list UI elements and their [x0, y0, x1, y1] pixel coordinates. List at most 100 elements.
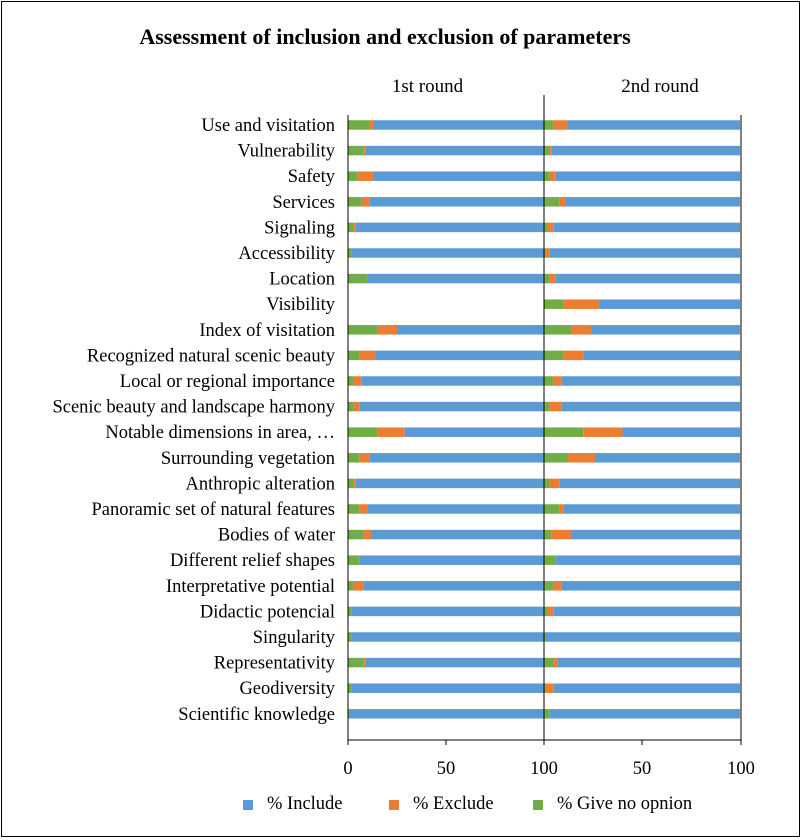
bar-segment	[365, 145, 544, 156]
bar-segment	[353, 222, 356, 233]
bar-segment	[373, 120, 544, 130]
bar-segment	[549, 248, 740, 258]
category-label: Singularity	[253, 628, 336, 648]
bar-segment	[363, 145, 366, 156]
bar-segment	[545, 683, 554, 693]
bar-segment	[377, 325, 397, 335]
bar-segment	[561, 376, 740, 386]
bar-segment	[553, 222, 740, 233]
category-label: Recognized natural scenic beauty	[87, 346, 336, 366]
category-label: Services	[272, 193, 335, 213]
bar-segment	[553, 376, 562, 386]
bar-segment	[369, 197, 544, 207]
bar-segment	[555, 171, 740, 181]
bar-segment	[553, 606, 740, 617]
category-label: Visibility	[266, 295, 336, 315]
bar-segment	[348, 248, 352, 258]
bar-segment	[583, 350, 740, 361]
bar-segment	[348, 376, 354, 386]
category-label: Scientific knowledge	[178, 705, 335, 725]
bar-segment	[367, 504, 544, 514]
bar-segment	[348, 581, 354, 591]
bar-segment	[363, 581, 544, 591]
bar-segment	[544, 350, 564, 361]
bar-segment	[598, 299, 740, 309]
bar-segment	[351, 632, 544, 642]
bar-segment	[549, 273, 556, 284]
legend-label-include: % Include	[267, 794, 343, 814]
bar-segment	[545, 248, 550, 258]
category-label: Didactic potencial	[200, 602, 335, 622]
x-tick-label: 100	[727, 759, 755, 779]
bar-segment	[353, 581, 364, 591]
bar-segment	[549, 709, 740, 719]
legend-label-exclude: % Exclude	[413, 794, 494, 814]
bar-segment	[553, 581, 562, 591]
bar-segment	[353, 478, 356, 489]
bar-segment	[361, 197, 370, 207]
x-tick-label: 50	[437, 759, 456, 779]
bar-segment	[549, 171, 556, 181]
bar-segment	[544, 529, 552, 540]
bar-segment	[544, 606, 548, 617]
bar-segment	[571, 325, 592, 335]
category-label: Use and visitation	[201, 116, 335, 136]
category-label: Notable dimensions in area, …	[105, 423, 335, 443]
bar-segment	[359, 401, 544, 412]
x-tick-label: 0	[343, 759, 352, 779]
bar-segment	[355, 478, 544, 489]
bar-segment	[563, 350, 584, 361]
bar-segment	[544, 197, 560, 207]
bar-segment	[551, 145, 740, 156]
bar-segment	[544, 632, 546, 642]
bar-segment	[348, 657, 364, 668]
bar-segment	[591, 325, 740, 335]
bar-segment	[547, 222, 554, 233]
bar-segment	[544, 453, 568, 463]
bar-segment	[348, 453, 360, 463]
category-label: Location	[269, 270, 335, 290]
bar-segment	[348, 478, 354, 489]
bar-segment	[359, 453, 370, 463]
bar-segment	[544, 657, 554, 668]
bar-segment	[348, 401, 354, 412]
bar-segment	[369, 120, 374, 130]
bar-segment	[348, 632, 352, 642]
x-tick-label: 50	[633, 759, 652, 779]
bar-segment	[544, 504, 560, 514]
bar-segment	[348, 709, 350, 719]
category-label: Local or regional importance	[120, 372, 335, 392]
bar-segment	[348, 197, 362, 207]
legend-swatch-include	[243, 799, 253, 810]
bar-segment	[353, 401, 360, 412]
bar-segment	[563, 504, 740, 514]
panel-label-round-1: 1st round	[391, 76, 464, 97]
bar-segment	[359, 504, 368, 514]
bar-segment	[563, 299, 599, 309]
bar-segment	[397, 325, 544, 335]
bar-segment	[351, 248, 544, 258]
bar-segment	[363, 657, 366, 668]
bar-segment	[555, 555, 740, 565]
category-label: Accessibility	[238, 244, 335, 264]
bar-segment	[559, 504, 564, 514]
bar-segment	[349, 709, 544, 719]
bar-segment	[348, 145, 364, 156]
category-label: Geodiversity	[239, 679, 335, 699]
category-label: Different relief shapes	[170, 551, 335, 571]
bar-segment	[348, 529, 364, 540]
bar-segment	[544, 222, 548, 233]
chart-title: Assessment of inclusion and exclusion of…	[139, 24, 631, 49]
bar-segment	[348, 171, 358, 181]
bar-segment	[348, 120, 370, 130]
bar-segment	[557, 657, 740, 668]
bar-segment	[359, 350, 376, 361]
bar-segment	[357, 171, 374, 181]
category-label: Representativity	[214, 654, 336, 674]
category-label: Anthropic alteration	[186, 474, 336, 494]
bar-segment	[348, 325, 378, 335]
bar-segment	[544, 248, 546, 258]
legend-label-no-opinion: % Give no opnion	[557, 794, 693, 814]
category-label: Index of visitation	[199, 321, 335, 341]
